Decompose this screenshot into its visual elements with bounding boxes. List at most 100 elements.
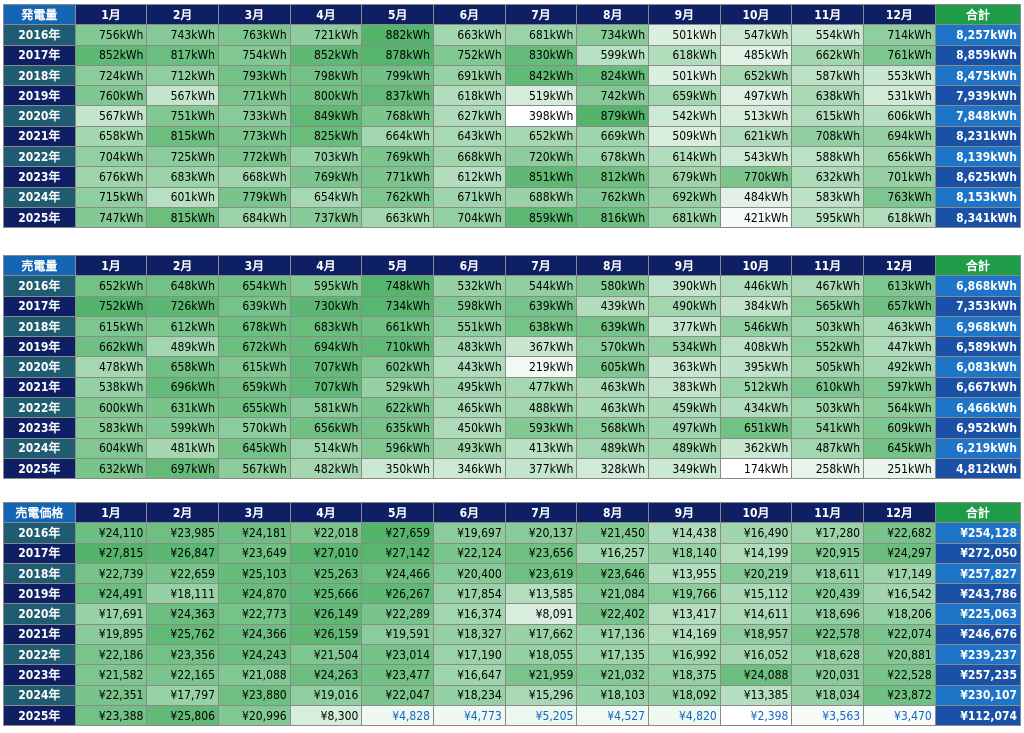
value-cell: 724kWh bbox=[74, 64, 148, 87]
value-cell: ¥23,619 bbox=[504, 562, 578, 585]
value-cell: 849kWh bbox=[289, 105, 363, 127]
value-cell: 704kWh bbox=[74, 146, 148, 168]
value-cell: ¥16,257 bbox=[576, 542, 650, 564]
value-cell: 812kWh bbox=[576, 166, 650, 188]
value-cell: 710kWh bbox=[361, 336, 435, 358]
month-header: 8月 bbox=[576, 3, 650, 26]
value-cell: 816kWh bbox=[576, 206, 650, 229]
year-label: 2019年 bbox=[3, 336, 76, 358]
value-cell: 346kWh bbox=[433, 457, 506, 480]
value-cell: 627kWh bbox=[433, 105, 506, 127]
year-label: 2020年 bbox=[3, 603, 76, 625]
value-cell: 672kWh bbox=[218, 336, 291, 358]
total-cell: ¥257,235 bbox=[934, 664, 1022, 686]
value-cell: 648kWh bbox=[146, 275, 220, 297]
value-cell: ¥25,103 bbox=[218, 562, 291, 585]
value-cell: 542kWh bbox=[648, 105, 721, 127]
value-cell: ¥13,385 bbox=[719, 684, 793, 706]
header-row: 売電価格 1月 2月 3月 4月 5月 6月 7月 8月 9月 10月 11月 12月 合計 bbox=[3, 501, 1022, 524]
table-row: 2025年 747kWh 815kWh 684kWh 737kWh 663kWh 704kW… bbox=[3, 206, 1022, 229]
month-header: 3月 bbox=[218, 254, 291, 277]
value-cell: 632kWh bbox=[74, 457, 148, 480]
value-cell: 676kWh bbox=[74, 166, 148, 188]
value-cell: ¥24,088 bbox=[719, 664, 793, 686]
month-header: 7月 bbox=[504, 254, 578, 277]
value-cell: 851kWh bbox=[504, 166, 578, 188]
value-cell: ¥3,470 bbox=[863, 704, 936, 727]
value-cell: 657kWh bbox=[863, 295, 936, 317]
value-cell: 658kWh bbox=[146, 356, 220, 378]
value-cell: 683kWh bbox=[146, 166, 220, 188]
value-cell: ¥21,959 bbox=[504, 664, 578, 686]
year-label: 2022年 bbox=[3, 397, 76, 419]
month-header: 6月 bbox=[433, 254, 506, 277]
total-header: 合計 bbox=[934, 254, 1022, 277]
value-cell: ¥23,880 bbox=[218, 684, 291, 706]
value-cell: 679kWh bbox=[648, 166, 721, 188]
value-cell: 662kWh bbox=[74, 336, 148, 358]
year-label: 2018年 bbox=[3, 562, 76, 585]
value-cell: 532kWh bbox=[433, 275, 506, 297]
value-cell: 612kWh bbox=[433, 166, 506, 188]
value-cell: ¥21,032 bbox=[576, 664, 650, 686]
value-cell: 730kWh bbox=[289, 295, 363, 317]
table-row: 2019年 ¥24,491 ¥18,111 ¥24,870 ¥25,666 ¥26,267… bbox=[3, 583, 1022, 605]
value-cell: 612kWh bbox=[146, 315, 220, 338]
table-row: 2022年 704kWh 725kWh 772kWh 703kWh 769kWh 668kW… bbox=[3, 146, 1022, 168]
year-label: 2023年 bbox=[3, 166, 76, 188]
value-cell: ¥22,351 bbox=[74, 684, 148, 706]
value-cell: 600kWh bbox=[74, 397, 148, 419]
year-label: 2017年 bbox=[3, 44, 76, 66]
value-cell: 879kWh bbox=[576, 105, 650, 127]
value-cell: ¥16,647 bbox=[433, 664, 506, 686]
value-cell: 688kWh bbox=[504, 186, 578, 208]
month-header: 10月 bbox=[719, 501, 793, 524]
value-cell: ¥17,280 bbox=[791, 522, 865, 544]
value-cell: ¥20,219 bbox=[719, 562, 793, 585]
value-cell: 691kWh bbox=[433, 64, 506, 87]
value-cell: 618kWh bbox=[863, 206, 936, 229]
month-header: 3月 bbox=[218, 3, 291, 26]
value-cell: ¥27,142 bbox=[361, 542, 435, 564]
month-header: 7月 bbox=[504, 501, 578, 524]
value-cell: 703kWh bbox=[289, 146, 363, 168]
year-label: 2017年 bbox=[3, 295, 76, 317]
value-cell: ¥24,110 bbox=[74, 522, 148, 544]
value-cell: 512kWh bbox=[719, 376, 793, 399]
table-row: 2018年 724kWh 712kWh 793kWh 798kWh 799kWh 691kW… bbox=[3, 64, 1022, 87]
table-row: 2023年 ¥21,582 ¥22,165 ¥21,088 ¥24,263 ¥23,477… bbox=[3, 664, 1022, 686]
month-header: 4月 bbox=[289, 254, 363, 277]
month-header: 3月 bbox=[218, 501, 291, 524]
value-cell: ¥19,895 bbox=[74, 623, 148, 646]
value-cell: 720kWh bbox=[504, 146, 578, 168]
year-label: 2024年 bbox=[3, 684, 76, 706]
value-cell: ¥26,159 bbox=[289, 623, 363, 646]
value-cell: ¥22,773 bbox=[218, 603, 291, 625]
total-cell: 6,466kWh bbox=[934, 397, 1022, 419]
value-cell: ¥20,137 bbox=[504, 522, 578, 544]
value-cell: 258kWh bbox=[791, 457, 865, 480]
month-header: 6月 bbox=[433, 3, 506, 26]
value-cell: 487kWh bbox=[791, 437, 865, 459]
value-cell: 413kWh bbox=[504, 437, 578, 459]
value-cell: ¥20,996 bbox=[218, 704, 291, 727]
value-cell: 554kWh bbox=[791, 24, 865, 46]
year-label: 2023年 bbox=[3, 417, 76, 439]
year-label: 2016年 bbox=[3, 24, 76, 46]
value-cell: 708kWh bbox=[791, 125, 865, 148]
value-cell: ¥24,466 bbox=[361, 562, 435, 585]
value-cell: 497kWh bbox=[648, 417, 721, 439]
total-cell: 6,083kWh bbox=[934, 356, 1022, 378]
value-cell: 815kWh bbox=[146, 125, 220, 148]
value-cell: 771kWh bbox=[218, 85, 291, 107]
month-header: 12月 bbox=[863, 501, 936, 524]
value-cell: ¥4,820 bbox=[648, 704, 721, 727]
value-cell: 534kWh bbox=[648, 336, 721, 358]
value-cell: 638kWh bbox=[791, 85, 865, 107]
value-cell: ¥22,074 bbox=[863, 623, 936, 646]
value-cell: 568kWh bbox=[576, 417, 650, 439]
year-label: 2016年 bbox=[3, 275, 76, 297]
table-row: 2018年 ¥22,739 ¥22,659 ¥25,103 ¥25,263 ¥24,466… bbox=[3, 562, 1022, 585]
year-label: 2023年 bbox=[3, 664, 76, 686]
value-cell: 658kWh bbox=[74, 125, 148, 148]
